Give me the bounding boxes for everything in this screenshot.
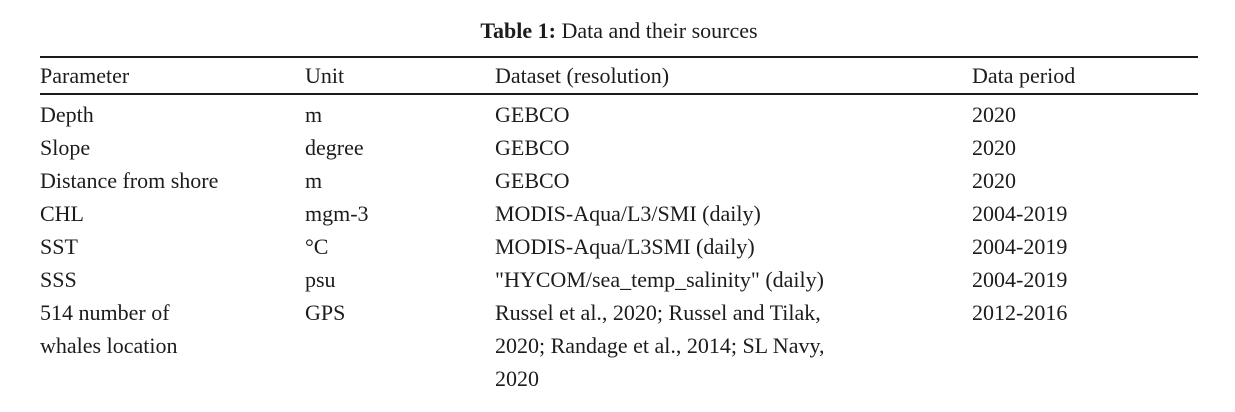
cell-unit: m <box>305 102 323 127</box>
cell-period: 2020 <box>972 135 1016 160</box>
document-page: Table 1: Data and their sources Paramete… <box>40 16 1198 395</box>
cell-unit: m <box>305 168 323 193</box>
table-row: 514 number of whales location GPS Russel… <box>40 296 1198 395</box>
cell-dataset: GEBCO <box>495 102 570 127</box>
cell-dataset: GEBCO <box>495 135 570 160</box>
cell-dataset: MODIS-Aqua/L3SMI (daily) <box>495 234 755 259</box>
cell-unit: mgm-3 <box>305 201 369 226</box>
cell-unit: psu <box>305 267 336 292</box>
cell-period: 2004-2019 <box>972 234 1068 259</box>
table-row: SSS psu "HYCOM/sea_temp_salinity" (daily… <box>40 263 1198 296</box>
cell-parameter: CHL <box>40 201 84 226</box>
cell-dataset: "HYCOM/sea_temp_salinity" (daily) <box>495 267 824 292</box>
cell-dataset: GEBCO <box>495 168 570 193</box>
table-row: Depth m GEBCO 2020 <box>40 94 1198 131</box>
cell-parameter: Depth <box>40 102 94 127</box>
cell-dataset: MODIS-Aqua/L3/SMI (daily) <box>495 201 761 226</box>
table-row: Slope degree GEBCO 2020 <box>40 131 1198 164</box>
cell-parameter: SST <box>40 234 78 259</box>
cell-parameter: SSS <box>40 267 77 292</box>
cell-period: 2004-2019 <box>972 201 1068 226</box>
cell-period: 2012-2016 <box>972 300 1068 325</box>
table-row: Distance from shore m GEBCO 2020 <box>40 164 1198 197</box>
cell-period: 2020 <box>972 102 1016 127</box>
cell-period: 2004-2019 <box>972 267 1068 292</box>
cell-parameter: 514 number of whales location <box>40 300 178 358</box>
cell-unit: °C <box>305 234 329 259</box>
header-unit: Unit <box>305 56 495 95</box>
header-parameter: Parameter <box>40 56 305 95</box>
cell-parameter: Distance from shore <box>40 168 219 193</box>
header-data-period: Data period <box>972 56 1198 95</box>
table-row: CHL mgm-3 MODIS-Aqua/L3/SMI (daily) 2004… <box>40 197 1198 230</box>
cell-period: 2020 <box>972 168 1016 193</box>
cell-unit: degree <box>305 135 364 160</box>
table-caption-text: Data and their sources <box>561 18 758 43</box>
table-header-row: Parameter Unit Dataset (resolution) Data… <box>40 56 1198 95</box>
cell-parameter: Slope <box>40 135 91 160</box>
table-caption: Table 1: Data and their sources <box>40 16 1198 46</box>
cell-dataset: Russel et al., 2020; Russel and Tilak, 2… <box>495 300 825 391</box>
header-dataset: Dataset (resolution) <box>495 56 972 95</box>
table-caption-label: Table 1: <box>480 18 556 43</box>
table-row: SST °C MODIS-Aqua/L3SMI (daily) 2004-201… <box>40 230 1198 263</box>
cell-unit: GPS <box>305 300 346 325</box>
data-sources-table: Parameter Unit Dataset (resolution) Data… <box>40 56 1198 395</box>
